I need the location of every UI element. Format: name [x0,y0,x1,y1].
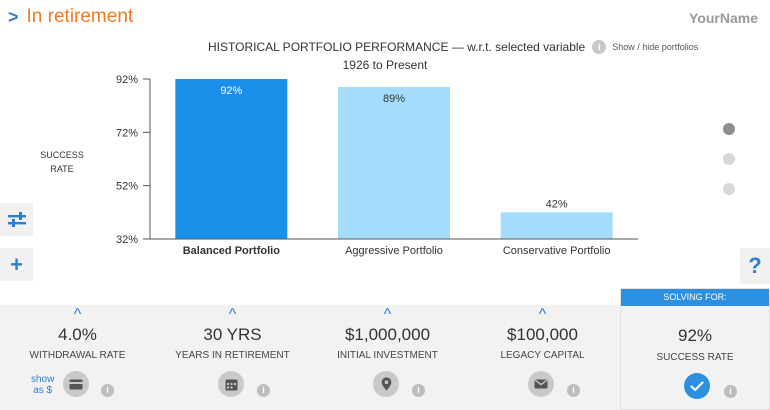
years-in-retirement-variable[interactable]: ^ 30 YRS YEARS IN RETIREMENT [155,305,310,410]
calendar-icon[interactable] [218,371,244,397]
initial-investment-variable[interactable]: ^ $1,000,000 INITIAL INVESTMENT [310,305,465,410]
bar-value-label: 89% [383,93,405,105]
solving-value: 92% [677,326,713,345]
plus-icon: + [10,251,23,277]
mail-icon-glyph [534,379,548,389]
user-name[interactable]: YourName [689,10,758,26]
y-axis-label-line: RATE [50,164,74,174]
variable-value: 30 YRS [203,325,262,344]
caret-up-icon[interactable]: ^ [228,306,237,323]
caret-up-icon[interactable]: ^ [383,306,392,323]
show-as-line: as $ [33,385,53,396]
y-tick-label: 32% [116,234,138,246]
bar-value-label: 92% [220,85,242,97]
pager-dot[interactable] [723,123,735,135]
variable-value: $1,000,000 [344,325,431,344]
x-tick-label: Balanced Portfolio [183,245,280,257]
page-title-text: In retirement [26,6,134,27]
variable-label: WITHDRAWAL RATE [29,350,126,361]
card-icon-glyph [69,379,83,389]
caret-up-icon[interactable]: ^ [73,306,82,323]
info-icon[interactable]: i [412,384,425,397]
y-tick-label: 92% [116,74,138,86]
withdrawal-rate-variable[interactable]: ^ 4.0% WITHDRAWAL RATE [0,305,155,410]
page-title[interactable]: > In retirement [8,6,133,28]
show-as-dollars-toggle[interactable]: show as $ [31,374,54,396]
chevron-right-icon: > [8,6,19,27]
calendar-icon-glyph [225,379,237,390]
bar [338,87,450,239]
bar-value-label: 42% [546,198,568,210]
pager-dot[interactable] [723,153,735,165]
check-icon[interactable] [684,373,710,399]
bar [500,212,613,239]
show-as-line: show [31,374,55,385]
y-tick-label: 52% [116,181,138,193]
pager-dots [723,123,735,213]
legacy-capital-variable[interactable]: ^ $100,000 LEGACY CAPITAL [465,305,620,410]
y-axis-label-line: SUCCESS [40,150,84,160]
info-icon[interactable]: i [101,384,114,397]
success-rate-bar-chart: 32% 52% 72% 92% 92% Balanced Portfolio 89% Aggr… [116,74,638,257]
pager-dot[interactable] [723,183,735,195]
info-icon[interactable]: i [724,385,737,398]
mail-icon[interactable] [528,371,554,397]
x-tick-label: Aggressive Portfolio [345,245,443,257]
solving-label: SUCCESS RATE [656,352,734,363]
bar [175,79,288,239]
x-tick-label: Conservative Portfolio [503,245,611,257]
variable-label: YEARS IN RETIREMENT [175,350,290,361]
question-icon: ? [748,253,762,278]
help-button[interactable]: ? [740,248,770,284]
card-icon[interactable] [63,371,89,397]
location-pin-icon[interactable] [373,371,399,397]
chart-title: HISTORICAL PORTFOLIO PERFORMANCE — w.r.t… [208,40,698,54]
info-icon[interactable]: i [567,384,580,397]
show-hide-portfolios-link[interactable]: Show / hide portfolios [612,42,699,52]
info-icon[interactable]: i [592,40,607,54]
info-icon[interactable]: i [257,384,270,397]
location-pin-icon-glyph [381,377,391,391]
caret-up-icon[interactable]: ^ [538,306,547,323]
y-tick-label: 72% [116,127,138,139]
solving-for-panel: SOLVING FOR: 92% SUCCESS RATE i [620,288,770,410]
y-axis-label: SUCCESS RATE [24,148,100,176]
variable-label: INITIAL INVESTMENT [337,350,438,361]
check-icon-glyph [690,380,704,391]
adjust-icon [7,211,26,227]
variable-value: $100,000 [507,325,578,344]
variable-value: 4.0% [58,325,97,344]
adjust-button[interactable] [0,203,33,236]
variable-label: LEGACY CAPITAL [500,350,585,361]
add-button[interactable]: + [0,248,33,281]
chart-subtitle: 1926 to Present [342,58,428,72]
solving-for-header: SOLVING FOR: [621,289,769,306]
chart-title-text: HISTORICAL PORTFOLIO PERFORMANCE — w.r.t… [208,40,586,54]
